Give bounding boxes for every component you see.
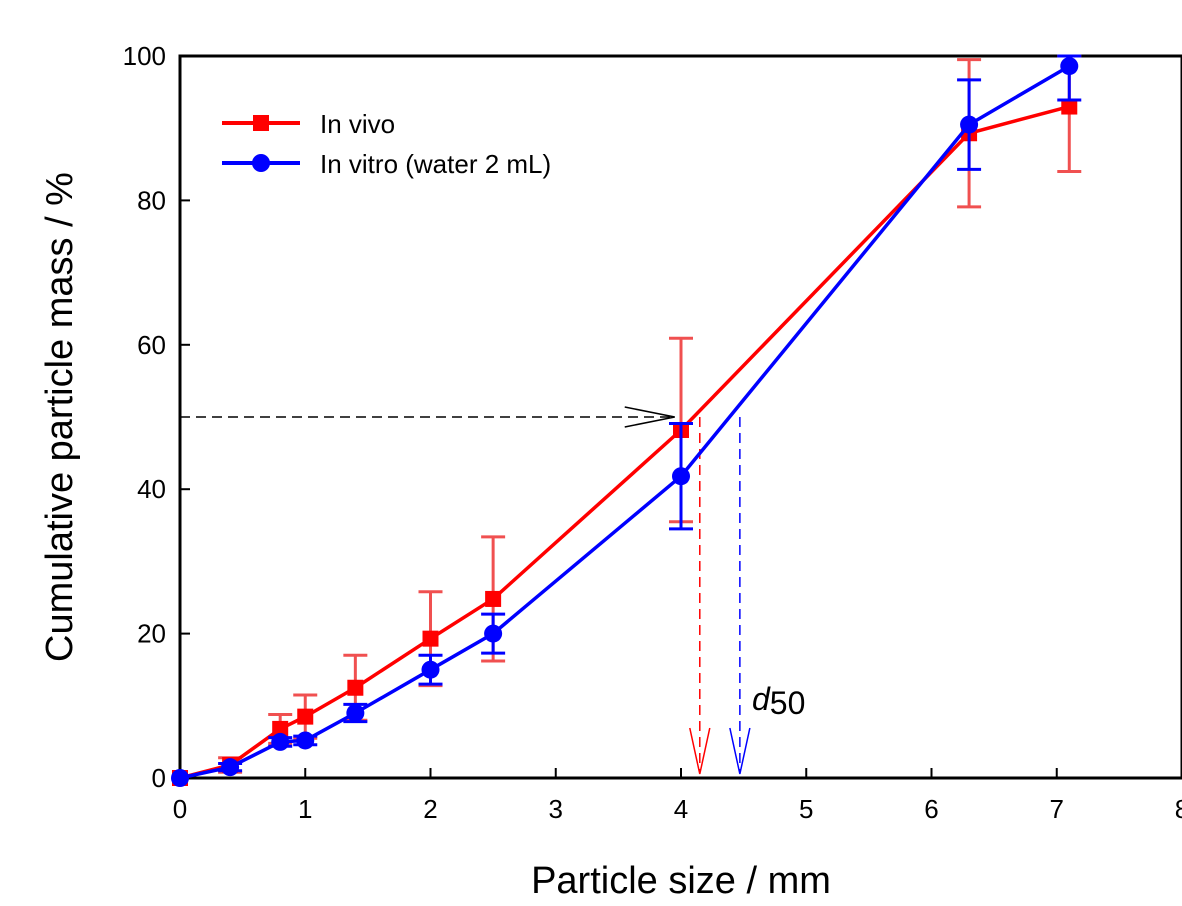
d50-in-vivo-arrowhead [689,727,711,775]
series-line [179,64,1071,780]
series-in-vitro [171,54,1082,787]
x-tick-label: 2 [423,794,437,824]
data-point [1060,57,1079,76]
data-point [960,115,979,134]
legend-marker-in-vivo [253,115,269,131]
x-tick-label: 8 [1175,794,1182,824]
x-tick-label: 7 [1050,794,1064,824]
legend-label-in-vitro: In vitro (water 2 mL) [320,149,551,179]
data-point [422,630,439,647]
y-tick-label: 80 [137,185,166,215]
d50-label-d: d [752,681,771,717]
data-point [346,704,365,723]
series-line [179,104,1070,780]
d50-level-arrowhead [624,406,675,428]
x-tick-label: 5 [799,794,813,824]
d50-annotations [180,406,751,775]
data-point [271,732,290,751]
y-tick-label: 0 [152,763,166,793]
data-point [272,720,289,737]
x-axis-ticks: 0 1 2 3 4 5 6 7 8 [173,768,1182,824]
data-point [485,590,502,607]
data-point [1061,98,1078,115]
d50-label-sub: 50 [770,685,806,721]
series-layer [171,54,1082,787]
data-point [421,660,440,679]
y-tick-label: 20 [137,619,166,649]
x-tick-label: 4 [674,794,688,824]
series-in-vivo [172,54,1082,786]
x-tick-label: 3 [549,794,563,824]
x-tick-label: 1 [298,794,312,824]
x-tick-label: 6 [924,794,938,824]
legend: In vivo In vitro (water 2 mL) [222,109,551,179]
legend-marker-in-vitro [252,154,270,172]
data-point [171,769,189,787]
data-point [296,731,315,750]
x-axis-title: Particle size / mm [531,860,831,902]
data-point [672,467,690,486]
d50-in-vitro-arrowhead [729,727,751,775]
data-point [347,679,364,696]
legend-label-in-vivo: In vivo [320,109,395,139]
d50-label: d50 [752,681,805,721]
y-tick-label: 40 [137,474,166,504]
data-point [297,708,314,725]
y-axis-ticks: 0 20 40 60 80 100 [123,41,190,793]
y-axis-title: Cumulative particle mass / % [39,172,81,662]
data-point [221,758,240,777]
y-tick-label: 60 [137,330,166,360]
data-point [484,624,503,643]
y-tick-label: 100 [123,41,166,71]
x-tick-label: 0 [173,794,187,824]
